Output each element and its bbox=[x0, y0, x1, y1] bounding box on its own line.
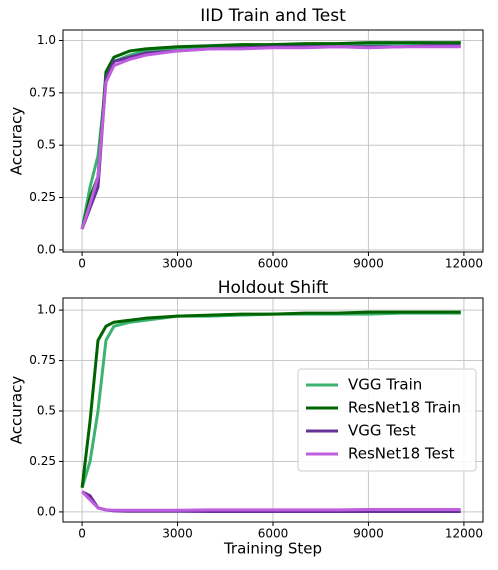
y-tick-label: 0.25 bbox=[29, 454, 56, 468]
plot-frame bbox=[62, 297, 484, 523]
x-tick-label: 0 bbox=[78, 527, 86, 541]
legend: VGG Train ResNet18 Train VGG Test ResNet18 … bbox=[297, 368, 477, 472]
y-tick-label: 0.25 bbox=[29, 190, 56, 204]
legend-label: VGG Test bbox=[348, 422, 416, 440]
x-tick-label: 12000 bbox=[445, 257, 483, 271]
legend-label: ResNet18 Test bbox=[348, 445, 455, 463]
chart-title: IID Train and Test bbox=[200, 6, 346, 26]
y-axis-label: Accuracy bbox=[8, 376, 26, 445]
series-line bbox=[80, 310, 461, 488]
y-tick-label: 0.0 bbox=[37, 242, 56, 256]
y-tick-label: 1.0 bbox=[37, 33, 56, 47]
x-tick-label: 0 bbox=[78, 257, 86, 271]
y-axis-label: Accuracy bbox=[8, 107, 26, 176]
y-tick-label: 0.75 bbox=[29, 85, 56, 99]
series-line bbox=[81, 490, 461, 512]
series-line bbox=[80, 44, 461, 230]
y-tick-label: 0.5 bbox=[37, 404, 56, 418]
y-tick-label: 1.0 bbox=[37, 303, 56, 317]
chart-title: Holdout Shift bbox=[218, 278, 329, 298]
y-tick-label: 0.5 bbox=[37, 138, 56, 152]
x-tick-label: 12000 bbox=[445, 527, 483, 541]
x-tick-label: 9000 bbox=[353, 257, 384, 271]
y-tick-label: 0.0 bbox=[37, 504, 56, 518]
plot-frame bbox=[62, 29, 484, 253]
legend-box bbox=[297, 368, 477, 472]
x-tick-label: 6000 bbox=[258, 527, 289, 541]
legend-label: VGG Train bbox=[348, 376, 422, 394]
x-tick-label: 9000 bbox=[353, 527, 384, 541]
x-axis-label: Training Step bbox=[223, 540, 322, 558]
x-tick-label: 3000 bbox=[162, 527, 193, 541]
series-line bbox=[80, 41, 461, 230]
x-tick-label: 3000 bbox=[162, 257, 193, 271]
legend-label: ResNet18 Train bbox=[348, 399, 461, 417]
y-tick-label: 0.75 bbox=[29, 353, 56, 367]
x-tick-label: 6000 bbox=[258, 257, 289, 271]
series-line bbox=[80, 42, 461, 230]
series-line bbox=[80, 45, 461, 230]
